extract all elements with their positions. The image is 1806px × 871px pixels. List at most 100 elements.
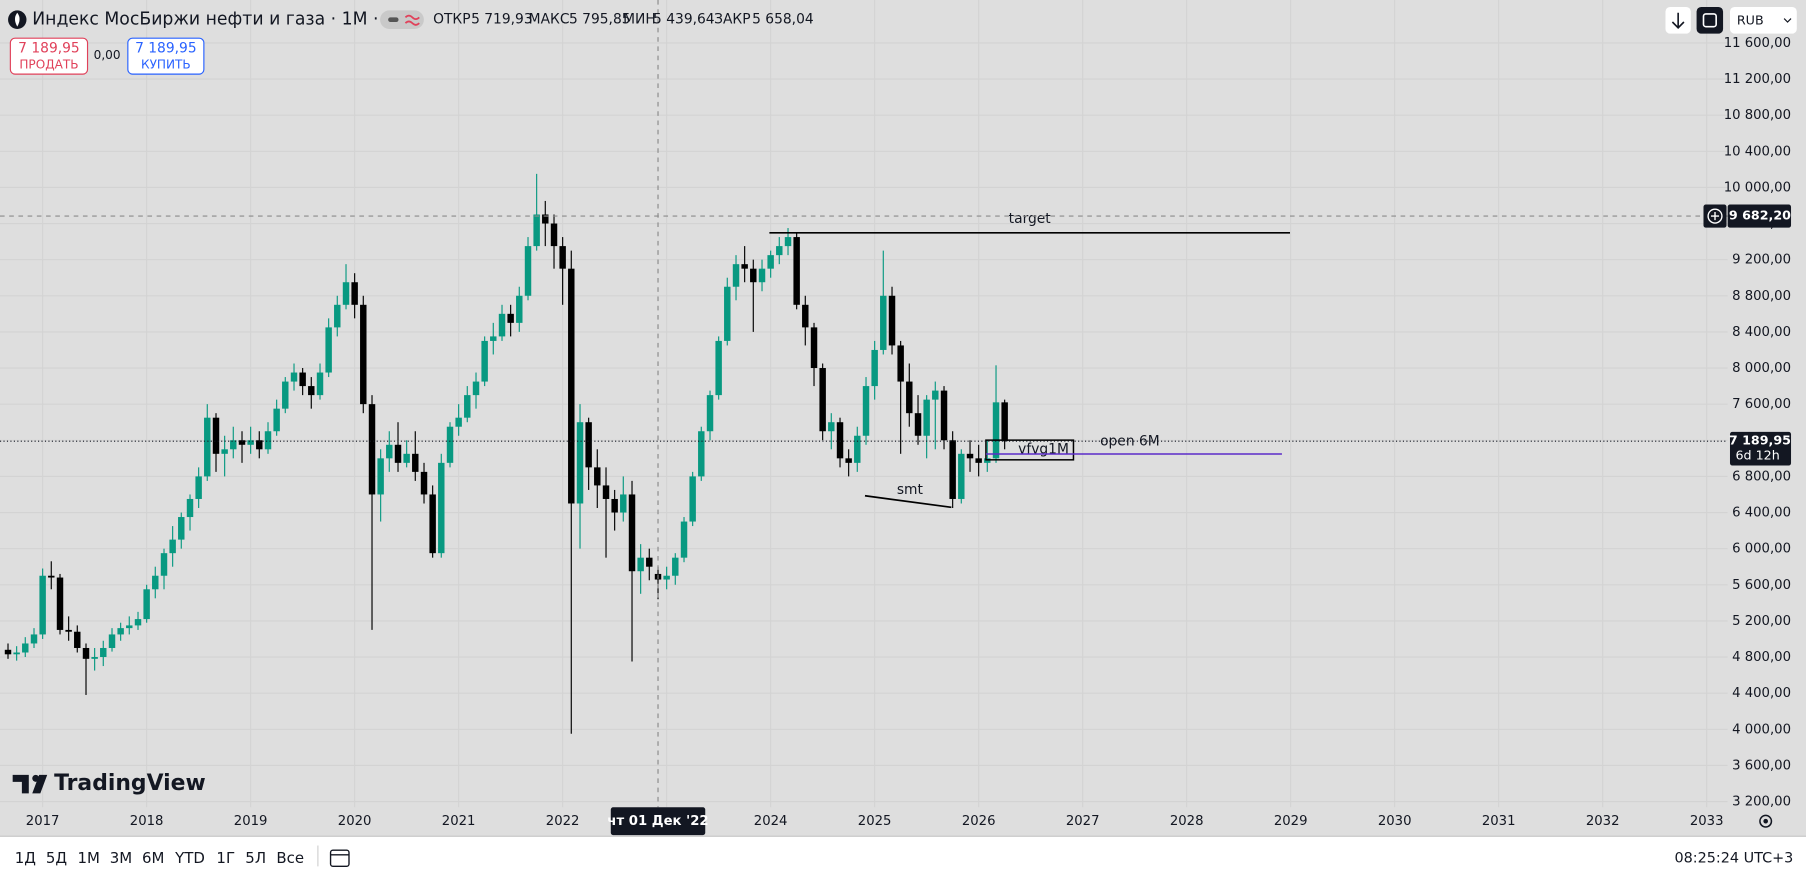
date-range-icon[interactable] (329, 849, 350, 868)
candle-body (767, 255, 774, 269)
candle-body (91, 657, 98, 659)
period-button[interactable]: 1Д (15, 849, 36, 867)
y-tick-label: 10 400,00 (1724, 144, 1791, 159)
candle-body (143, 589, 150, 620)
y-tick-label: 6 800,00 (1732, 469, 1791, 484)
countdown: 6d 12h (1736, 448, 1780, 463)
logo-text: TradingView (54, 771, 206, 796)
sell-button[interactable]: 7 189,95 ПРОДАТЬ (9, 37, 89, 75)
candle-body (862, 386, 870, 436)
crosshair-x-label: чт 01 Дек '22 (607, 814, 708, 829)
ohlc-value: 5 719,93 (471, 12, 533, 28)
sell-button-box[interactable] (9, 37, 89, 75)
candle-body (932, 390, 939, 400)
period-button[interactable]: 1М (77, 849, 99, 867)
buy-label[interactable]: КУПИТЬ (141, 57, 191, 71)
crosshair-y-box (1727, 204, 1792, 228)
candle-body (464, 395, 471, 418)
candle-body (533, 214, 540, 247)
candle-body (48, 575, 55, 578)
x-tick-label: 2032 (1586, 814, 1620, 829)
candle-body (507, 313, 514, 323)
candle-body (212, 417, 220, 454)
candle-body (698, 431, 705, 477)
crosshair-y-label: 9 682,20 (1729, 208, 1791, 223)
period-button[interactable]: YTD (174, 849, 205, 867)
period-button[interactable]: Все (276, 849, 304, 867)
period-button[interactable]: 1Г (216, 849, 235, 867)
annotation: vfvg1M (1018, 441, 1069, 457)
candle-body (100, 647, 107, 658)
period-button[interactable]: 6М (142, 849, 164, 867)
y-tick-label: 6 000,00 (1732, 542, 1791, 557)
smt-line (864, 494, 952, 509)
ohlc-value: 5 439,64 (653, 12, 715, 28)
candle-body (316, 372, 324, 396)
candle-body (715, 340, 722, 396)
candle-body (13, 652, 20, 655)
annotation: target (1009, 211, 1052, 227)
y-tick-label: 8 800,00 (1732, 289, 1791, 304)
candle-body (958, 453, 965, 499)
candle-body (152, 575, 159, 590)
sell-label[interactable]: ПРОДАТЬ (19, 57, 78, 71)
y-tick-label: 6 400,00 (1732, 505, 1791, 520)
candle-body (836, 422, 844, 459)
sell-price[interactable]: 7 189,95 (18, 41, 80, 57)
ohlc-label: ОТКР (433, 12, 470, 28)
currency-button[interactable] (1729, 6, 1797, 34)
candle-body (845, 458, 852, 463)
x-tick-label: 2024 (754, 814, 788, 829)
candle-body (282, 381, 289, 409)
candle-body (724, 286, 731, 341)
candle-body (992, 402, 1000, 459)
reset-icon (1702, 13, 1717, 28)
candle-body (273, 408, 280, 432)
candle-body (802, 304, 809, 328)
candle-body (403, 453, 410, 463)
buy-button-box[interactable] (127, 37, 205, 75)
y-tick-label: 11 200,00 (1724, 72, 1791, 87)
candle-body (290, 372, 298, 382)
settings-icon[interactable] (1759, 814, 1773, 828)
x-tick-label: 2030 (1378, 814, 1412, 829)
currency-caret (1783, 18, 1792, 23)
y-tick-label: 7 600,00 (1732, 397, 1791, 412)
candles (4, 173, 1008, 734)
logo-icon (32, 774, 40, 782)
buy-button[interactable]: 7 189,95 КУПИТЬ (127, 37, 205, 75)
buy-price[interactable]: 7 189,95 (135, 41, 197, 57)
candle-body (325, 327, 332, 373)
y-tick-label: 11 600,00 (1724, 36, 1791, 51)
candle-body (550, 223, 558, 247)
reset-button[interactable] (1696, 6, 1724, 34)
x-tick-label: 2029 (1274, 814, 1308, 829)
status-icon (404, 14, 420, 26)
candle-body (871, 349, 878, 387)
scroll-icon (1671, 12, 1685, 29)
candle-body (516, 295, 523, 323)
currency[interactable]: RUB (1737, 12, 1764, 27)
y-tick-label: 3 600,00 (1732, 758, 1791, 773)
candle-body (498, 313, 506, 337)
candle-body (637, 557, 644, 572)
candle-body (126, 625, 133, 629)
candle-body (74, 631, 81, 648)
candle-body (524, 246, 532, 296)
candle-body (412, 453, 419, 472)
crosshair-plus-icon (1707, 208, 1723, 224)
x-tick-label: 2028 (1170, 814, 1204, 829)
candle-body (559, 246, 566, 269)
x-tick-label: 2031 (1482, 814, 1516, 829)
candle-body (230, 440, 237, 450)
period-button[interactable]: 3М (110, 849, 132, 867)
last-price-label: 7 189,95 (1729, 433, 1791, 448)
candle-body (82, 647, 90, 659)
period-button[interactable]: 5Л (245, 849, 266, 867)
candle-body (264, 431, 272, 450)
period-button[interactable]: 5Д (46, 849, 67, 867)
candle-body (420, 471, 428, 495)
y-tick-label: 4 400,00 (1732, 686, 1791, 701)
